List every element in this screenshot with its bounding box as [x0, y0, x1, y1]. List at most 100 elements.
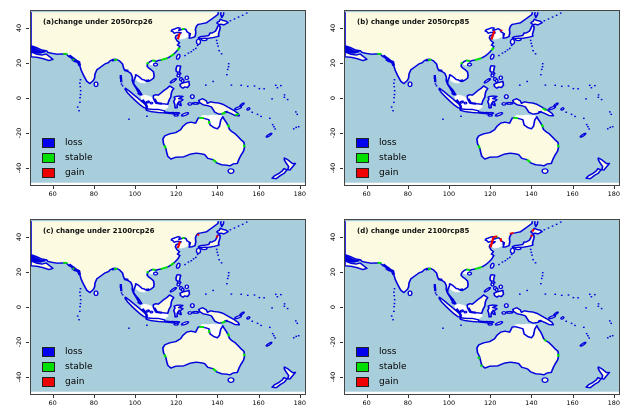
x-axis-tick — [366, 186, 368, 189]
x-axis-tick-label: 160 — [252, 399, 265, 407]
x-axis-tick-label: 180 — [293, 399, 307, 407]
legend-row-stable: stable — [356, 150, 406, 165]
x-axis-tick — [449, 395, 450, 398]
legend-b: loss stable gain — [356, 135, 406, 180]
y-axis-tick-label: 0 — [15, 95, 23, 101]
x-axis-tick — [176, 186, 178, 189]
y-axis-tick — [26, 271, 29, 273]
x-axis-tick — [407, 186, 409, 189]
legend-label-loss: loss — [65, 137, 83, 148]
legend-swatch-stable — [42, 152, 55, 163]
y-axis-tick-label: -40 — [329, 372, 337, 383]
y-axis-tick — [26, 342, 29, 344]
legend-row-stable: stable — [42, 150, 92, 165]
x-axis-tick-label: 100 — [128, 399, 142, 407]
y-axis-tick — [26, 62, 29, 64]
x-axis-tick — [531, 186, 533, 189]
legend-row-stable: stable — [356, 359, 406, 374]
panel-title-c: (c) change under 2100rcp26 — [43, 227, 155, 235]
y-axis-tick-label: -20 — [15, 336, 23, 348]
x-axis-tick — [258, 186, 260, 189]
y-axis-tick-label: 40 — [329, 23, 337, 32]
x-axis-tick — [613, 186, 615, 189]
legend-label-stable: stable — [65, 361, 93, 372]
y-axis-tick-label: -20 — [329, 127, 337, 139]
y-axis-tick — [26, 98, 29, 99]
legend-swatch-gain — [356, 167, 369, 178]
y-axis-tick — [340, 377, 343, 379]
y-axis-tick — [340, 62, 343, 64]
y-axis-tick — [340, 271, 343, 273]
legend-d: loss stable gain — [356, 344, 406, 389]
y-axis-tick — [26, 133, 29, 135]
x-axis-tick — [449, 186, 450, 189]
y-axis-tick-label: -20 — [15, 127, 23, 139]
legend-swatch-stable — [42, 361, 55, 372]
y-axis-tick — [26, 377, 29, 379]
x-axis-tick — [52, 395, 54, 398]
x-axis-tick — [613, 395, 615, 398]
legend-label-gain: gain — [65, 376, 85, 387]
legend-label-gain: gain — [65, 167, 85, 178]
legend-label-gain: gain — [379, 376, 399, 387]
x-axis-tick-label: 80 — [89, 190, 99, 198]
legend-row-gain: gain — [42, 374, 92, 389]
legend-swatch-gain — [42, 167, 55, 178]
y-axis-tick-label: -40 — [15, 163, 23, 174]
y-axis-tick — [340, 133, 343, 135]
legend-label-gain: gain — [379, 167, 399, 178]
x-axis-tick — [366, 395, 368, 398]
x-axis-tick — [93, 395, 95, 398]
x-axis-tick-label: 140 — [211, 190, 224, 198]
x-axis-tick-label: 120 — [169, 190, 183, 198]
y-axis-tick — [340, 27, 343, 29]
x-axis-tick — [52, 186, 54, 189]
y-axis-tick — [340, 307, 343, 308]
legend-swatch-gain — [42, 376, 55, 387]
legend-row-loss: loss — [42, 135, 92, 150]
y-axis-tick-label: 40 — [15, 23, 23, 32]
legend-a: loss stable gain — [42, 135, 92, 180]
map-asia-pacific-a — [31, 11, 305, 185]
y-axis-tick-label: 20 — [329, 267, 337, 276]
panel-title-b: (b) change under 2050rcp85 — [357, 18, 470, 26]
y-axis-tick-label: 0 — [329, 95, 337, 101]
x-axis-tick — [490, 395, 492, 398]
legend-label-loss: loss — [379, 346, 397, 357]
legend-swatch-stable — [356, 152, 369, 163]
plot-area-b: (b) change under 2050rcp85 loss stable g… — [344, 10, 620, 186]
x-axis-tick — [490, 186, 492, 189]
x-axis-tick — [135, 395, 136, 398]
y-axis-tick — [340, 98, 343, 99]
x-axis-tick — [407, 395, 409, 398]
x-axis-tick-label: 60 — [362, 190, 371, 198]
legend-swatch-loss — [356, 346, 369, 357]
x-axis-tick-label: 80 — [89, 399, 99, 407]
x-axis-tick-label: 160 — [566, 190, 579, 198]
y-axis-tick-label: -40 — [329, 163, 337, 174]
x-axis-tick — [572, 186, 574, 189]
legend-row-loss: loss — [42, 344, 92, 359]
y-axis-tick-label: 20 — [15, 58, 23, 67]
x-axis-tick-label: 140 — [525, 190, 538, 198]
map-panel-a: (a)change under 2050rcp26 loss stable ga… — [0, 0, 314, 209]
panel-title-a: (a)change under 2050rcp26 — [43, 18, 153, 26]
x-axis-tick — [299, 186, 301, 189]
y-axis-tick-label: -20 — [329, 336, 337, 348]
y-axis-tick — [26, 307, 29, 308]
x-axis-tick-label: 160 — [566, 399, 579, 407]
x-axis-tick — [135, 186, 136, 189]
y-axis-tick-label: 20 — [15, 267, 23, 276]
legend-swatch-gain — [356, 376, 369, 387]
x-axis-tick — [299, 395, 301, 398]
legend-row-loss: loss — [356, 344, 406, 359]
legend-swatch-loss — [42, 137, 55, 148]
x-axis-tick-label: 80 — [403, 190, 413, 198]
x-axis-tick-label: 120 — [169, 399, 183, 407]
legend-row-stable: stable — [42, 359, 92, 374]
x-axis-tick-label: 140 — [525, 399, 538, 407]
y-axis-tick — [26, 27, 29, 29]
x-axis-tick-label: 60 — [362, 399, 371, 407]
legend-row-gain: gain — [356, 165, 406, 180]
